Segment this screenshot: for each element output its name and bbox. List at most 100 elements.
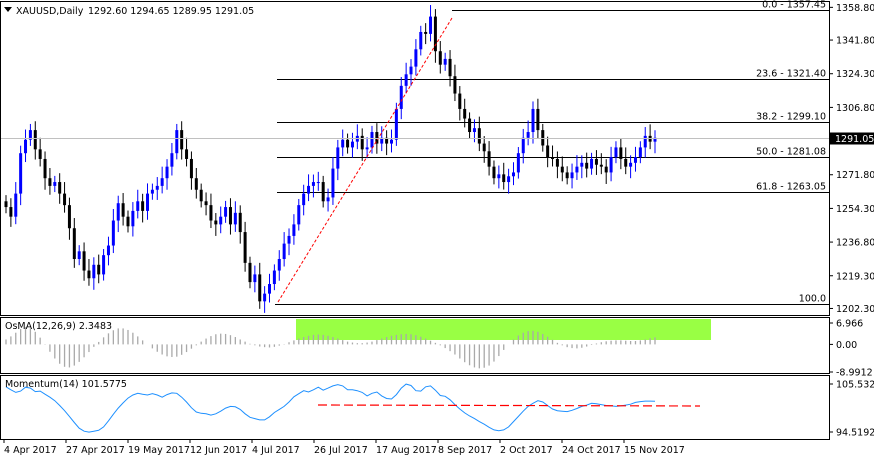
candle[interactable] (77, 245, 81, 266)
candle[interactable] (463, 98, 467, 128)
candle[interactable] (233, 201, 237, 232)
candle[interactable] (541, 123, 545, 152)
candle[interactable] (214, 213, 218, 236)
candle[interactable] (160, 166, 164, 194)
candle[interactable] (453, 64, 457, 102)
candle[interactable] (546, 136, 550, 168)
candle[interactable] (516, 147, 520, 179)
candle[interactable] (87, 259, 91, 286)
candle[interactable] (146, 183, 150, 220)
candle[interactable] (389, 129, 393, 153)
candle[interactable] (414, 39, 418, 76)
candle[interactable] (560, 156, 564, 182)
candle[interactable] (209, 193, 213, 229)
candle[interactable] (170, 142, 174, 176)
candle[interactable] (614, 141, 618, 164)
candle[interactable] (92, 257, 96, 290)
candle[interactable] (497, 165, 501, 189)
candle[interactable] (141, 193, 145, 223)
candle[interactable] (287, 228, 291, 256)
candle[interactable] (643, 127, 647, 158)
candle[interactable] (268, 273, 272, 303)
candle[interactable] (116, 195, 120, 233)
candle[interactable] (536, 98, 540, 139)
candle[interactable] (58, 173, 62, 204)
candle[interactable] (526, 120, 530, 146)
candle[interactable] (43, 151, 47, 190)
candle[interactable] (585, 152, 589, 178)
candle[interactable] (297, 198, 301, 231)
candle[interactable] (326, 188, 330, 212)
candle[interactable] (224, 200, 228, 223)
candle[interactable] (33, 121, 37, 160)
candle[interactable] (511, 162, 515, 186)
candle[interactable] (82, 242, 86, 281)
candle[interactable] (409, 59, 413, 86)
candle[interactable] (575, 155, 579, 180)
candle[interactable] (370, 125, 374, 154)
candle[interactable] (653, 130, 657, 154)
candle[interactable] (292, 214, 296, 245)
dropdown-triangle-icon[interactable] (4, 7, 12, 12)
candle[interactable] (258, 262, 262, 309)
candle[interactable] (321, 175, 325, 208)
candle[interactable] (331, 157, 335, 205)
candle[interactable] (590, 152, 594, 175)
candle[interactable] (155, 177, 159, 200)
candle[interactable] (316, 171, 320, 191)
candle[interactable] (277, 250, 281, 281)
candle[interactable] (487, 141, 491, 176)
candle[interactable] (175, 123, 179, 160)
candle[interactable] (399, 76, 403, 120)
candle[interactable] (121, 193, 125, 226)
candle[interactable] (48, 168, 52, 195)
candle[interactable] (346, 133, 350, 154)
candle[interactable] (429, 5, 433, 42)
candle[interactable] (443, 52, 447, 71)
candle[interactable] (609, 146, 613, 182)
candle[interactable] (502, 162, 506, 190)
candle[interactable] (28, 123, 32, 146)
candle[interactable] (438, 41, 442, 74)
candle[interactable] (341, 129, 345, 157)
candle[interactable] (311, 174, 315, 198)
candle[interactable] (482, 136, 486, 163)
trend-line[interactable] (277, 17, 453, 303)
candle[interactable] (570, 163, 574, 189)
candle[interactable] (204, 192, 208, 216)
candle[interactable] (111, 208, 115, 254)
candle[interactable] (433, 9, 437, 63)
candle[interactable] (67, 197, 71, 240)
candle[interactable] (263, 286, 267, 313)
candle[interactable] (150, 183, 154, 200)
candle[interactable] (272, 264, 276, 291)
candle[interactable] (307, 174, 311, 202)
candle[interactable] (199, 183, 203, 208)
candle[interactable] (302, 184, 306, 216)
candle[interactable] (106, 236, 110, 266)
candle[interactable] (282, 232, 286, 267)
candle[interactable] (619, 138, 623, 170)
candle[interactable] (24, 129, 28, 163)
candle[interactable] (448, 50, 452, 87)
candle[interactable] (185, 137, 189, 167)
candle[interactable] (531, 101, 535, 144)
candle[interactable] (624, 147, 628, 175)
candle[interactable] (38, 137, 42, 167)
candle[interactable] (555, 151, 559, 179)
candle[interactable] (468, 112, 472, 139)
candle[interactable] (604, 159, 608, 184)
candle[interactable] (136, 189, 140, 219)
candle[interactable] (14, 182, 18, 225)
candle[interactable] (385, 130, 389, 156)
candle[interactable] (228, 198, 232, 235)
candle[interactable] (126, 210, 130, 233)
candle[interactable] (72, 218, 76, 268)
candle[interactable] (551, 145, 555, 167)
candle[interactable] (238, 205, 242, 244)
candle[interactable] (594, 150, 598, 175)
candle[interactable] (599, 153, 603, 175)
candle[interactable] (350, 132, 354, 158)
candle[interactable] (419, 25, 423, 56)
candle[interactable] (424, 23, 428, 45)
